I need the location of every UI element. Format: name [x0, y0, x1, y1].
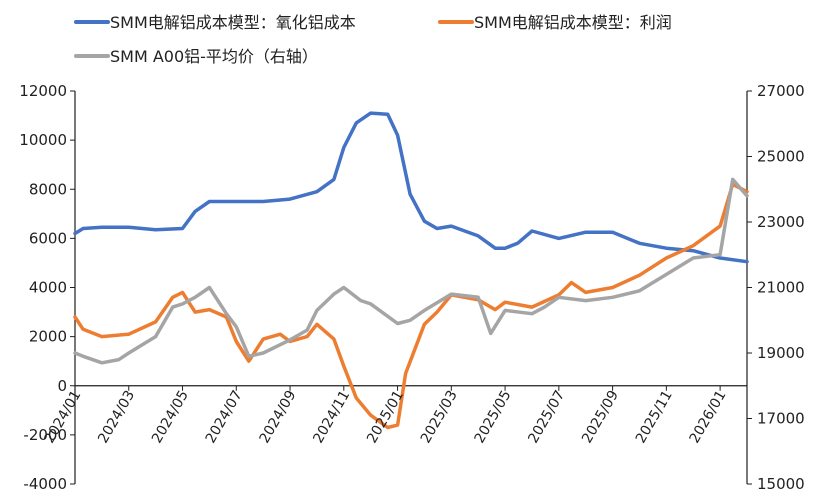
- right-tick-label: 21000: [757, 279, 805, 297]
- axes: [70, 90, 752, 485]
- x-tick-label: 2025/09: [579, 388, 622, 446]
- x-tick-label: 2025/11: [633, 388, 676, 446]
- left-tick-label: 4000: [29, 279, 67, 297]
- left-tick-label: 2000: [29, 328, 67, 346]
- right-tick-label: 15000: [757, 475, 805, 493]
- series-line-a00-price: [73, 177, 749, 365]
- x-tick-label: 2024/05: [149, 388, 192, 446]
- x-tick-label: 2024/11: [310, 388, 353, 446]
- left-tick-label: -2000: [23, 426, 67, 444]
- x-tick-label: 2024/09: [257, 388, 300, 446]
- left-tick-label: -4000: [23, 475, 67, 493]
- left-tick-label: 0: [57, 377, 67, 395]
- legend-entry-alumina-cost: SMM电解铝成本模型：氧化铝成本: [110, 13, 356, 32]
- right-tick-label: 23000: [757, 213, 805, 231]
- left-tick-label: 8000: [29, 180, 67, 198]
- left-tick-label: 12000: [19, 82, 67, 100]
- right-tick-label: 17000: [757, 410, 805, 428]
- x-tick-label: 2025/03: [418, 388, 461, 446]
- x-tick-label: 2024/03: [95, 388, 138, 446]
- tick-labels: -4000 -2000 0 2000 4000 6000 8000 10000 12000 150…: [19, 82, 804, 493]
- left-tick-label: 10000: [19, 131, 67, 149]
- legend-entry-profit: SMM电解铝成本模型：利润: [474, 13, 672, 32]
- series-layer: [73, 111, 749, 430]
- series-line-alumina-cost: [73, 111, 749, 264]
- series-line-profit: [73, 182, 749, 430]
- x-tick-label: 2025/05: [472, 388, 515, 446]
- right-tick-label: 19000: [757, 344, 805, 362]
- x-tick-label: 2026/01: [687, 388, 730, 446]
- legend-entry-a00-price: SMM A00铝-平均价（右轴）: [110, 47, 318, 66]
- x-tick-label: 2025/07: [525, 388, 568, 446]
- left-tick-label: 6000: [29, 229, 67, 247]
- right-tick-label: 27000: [757, 82, 805, 100]
- right-tick-label: 25000: [757, 148, 805, 166]
- x-tick-label: 2024/07: [203, 388, 246, 446]
- legend: SMM电解铝成本模型：氧化铝成本 SMM电解铝成本模型：利润 SMM A00铝-平均…: [74, 13, 672, 66]
